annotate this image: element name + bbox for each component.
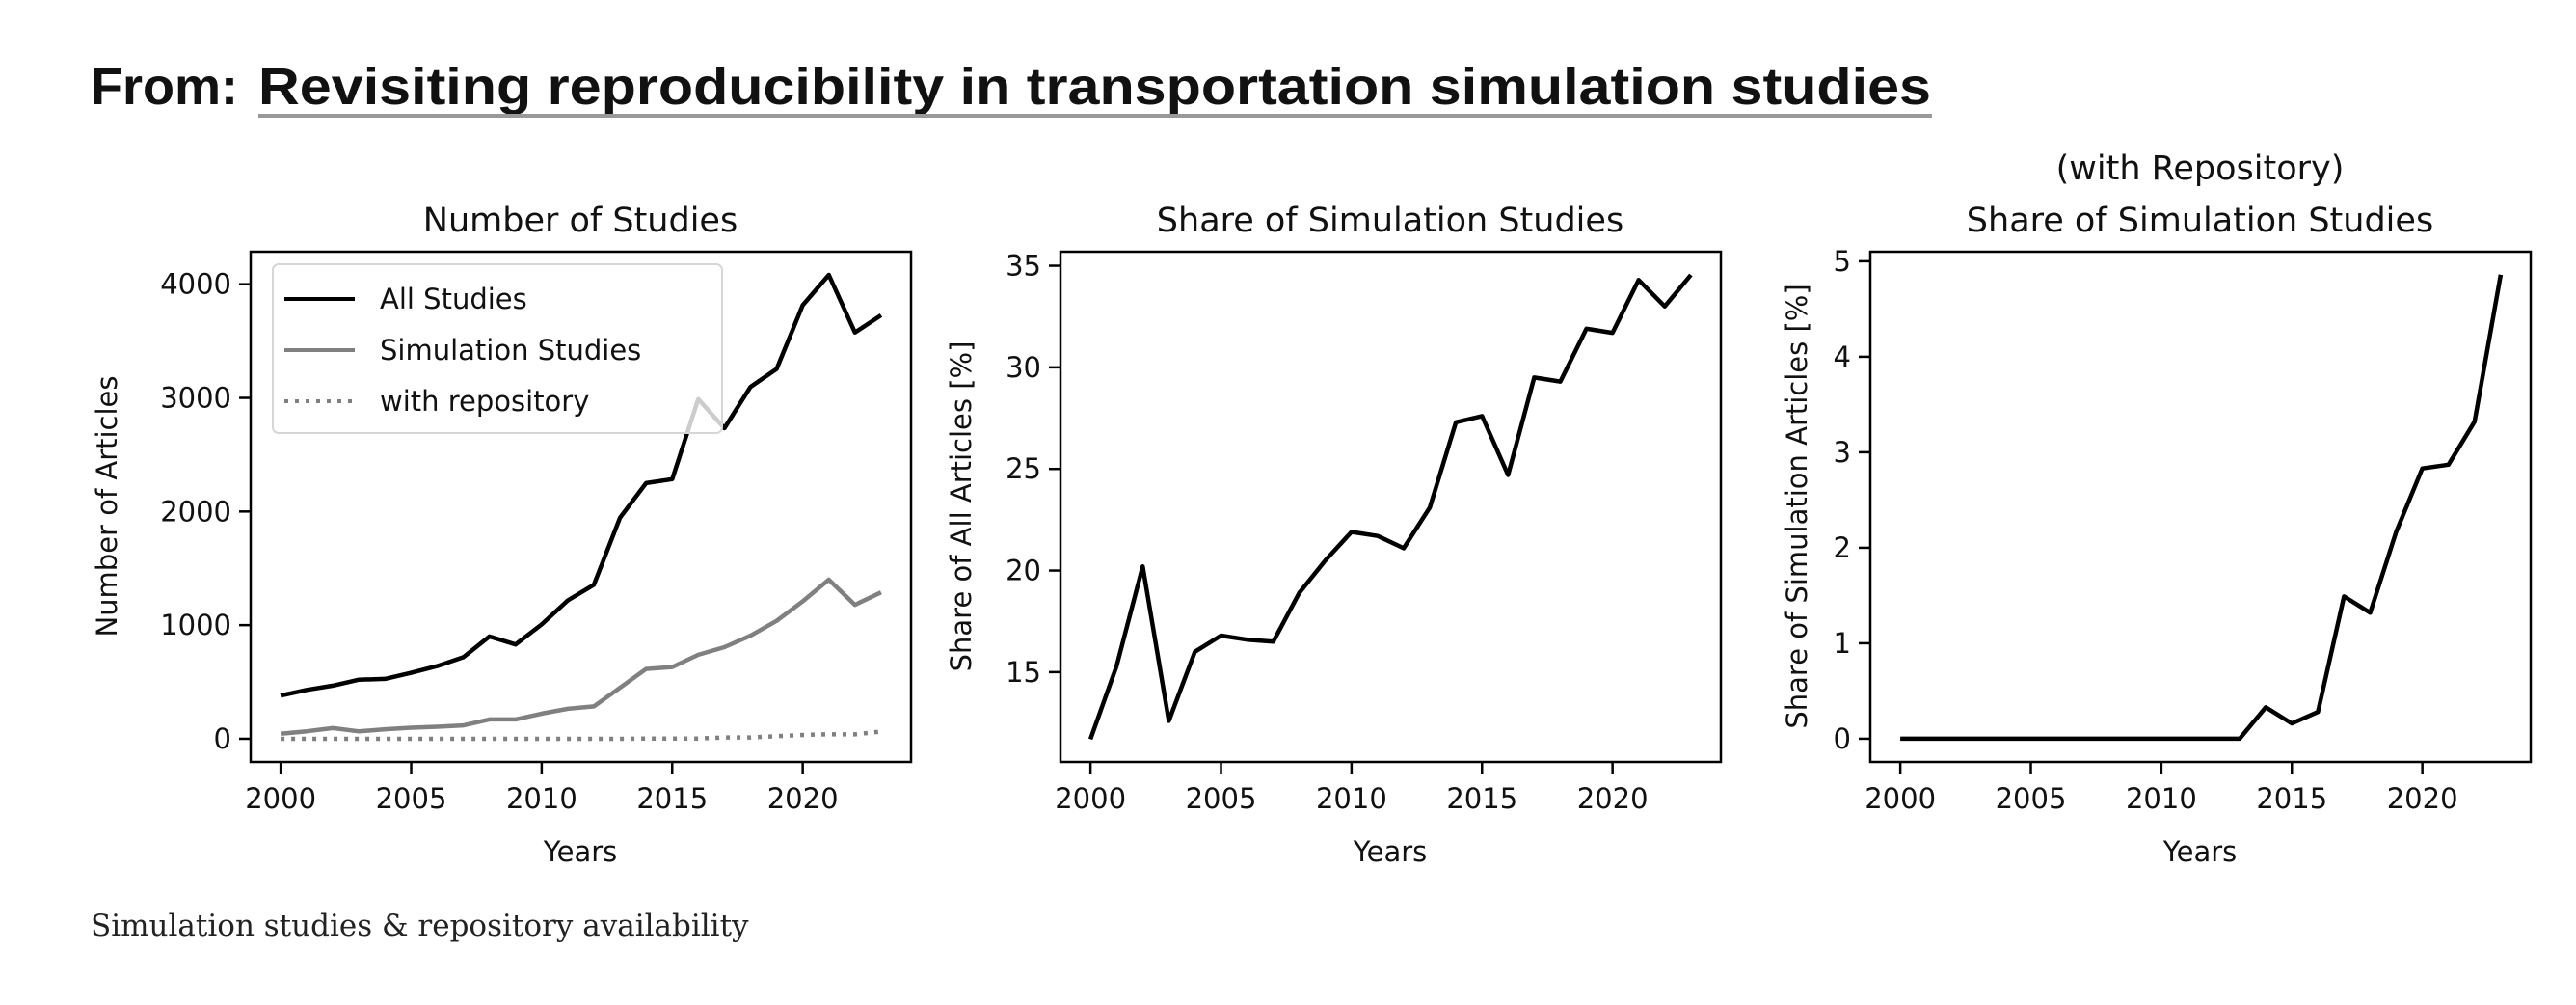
x-tick-label: 2020 bbox=[2387, 782, 2458, 815]
x-tick-label: 2005 bbox=[1996, 782, 2067, 815]
y-tick-label: 0 bbox=[1834, 722, 1851, 755]
panel-share-of-simulation-studies: Share of Simulation Studies Years Share … bbox=[945, 202, 1723, 868]
y-tick-label: 25 bbox=[1006, 452, 1041, 485]
y-tick-label: 2000 bbox=[160, 495, 231, 528]
x-tick-label: 2000 bbox=[245, 782, 316, 815]
x-tick-label: 2020 bbox=[1577, 782, 1649, 815]
ticks: 2000 2005 2010 2015 2020 0 1 2 3 4 5 bbox=[1834, 245, 2458, 815]
x-tick-label: 2010 bbox=[1316, 782, 1387, 815]
x-tick-label: 2015 bbox=[2256, 782, 2327, 815]
y-tick-label: 20 bbox=[1006, 555, 1041, 587]
chart-title: Number of Studies bbox=[423, 202, 738, 240]
series-line-with-repository bbox=[281, 729, 882, 742]
legend-box bbox=[272, 263, 723, 434]
x-axis-label: Years bbox=[2162, 835, 2238, 868]
legend-label: All Studies bbox=[380, 283, 527, 315]
series-lines bbox=[1087, 273, 1693, 741]
legend: All Studies Simulation Studies with repo… bbox=[272, 263, 723, 434]
y-tick-label: 30 bbox=[1006, 351, 1041, 384]
ticks: 2000 2005 2010 2015 2020 15 20 25 30 35 bbox=[1006, 250, 1648, 815]
y-tick-label: 5 bbox=[1834, 245, 1851, 278]
series-lines bbox=[1900, 274, 2504, 742]
x-axis-label: Years bbox=[543, 835, 618, 868]
axes-frame bbox=[1868, 250, 2533, 764]
x-tick-label: 2015 bbox=[1446, 782, 1517, 815]
y-tick-label: 4 bbox=[1834, 340, 1851, 373]
x-tick-label: 2020 bbox=[767, 782, 839, 815]
y-tick-label: 15 bbox=[1006, 656, 1041, 689]
series-line-series-0 bbox=[1087, 273, 1693, 741]
y-tick-label: 35 bbox=[1006, 250, 1041, 283]
ticks: 2000 2005 2010 2015 2020 0 1000 2000 3000 4000 bbox=[160, 268, 838, 815]
y-axis-label: Share of All Articles [%] bbox=[945, 341, 978, 672]
x-tick-label: 2015 bbox=[636, 782, 708, 815]
x-tick-label: 2000 bbox=[1865, 782, 1936, 815]
axes-frame bbox=[1059, 250, 1723, 764]
y-tick-label: 3 bbox=[1834, 436, 1851, 469]
x-tick-label: 2005 bbox=[1186, 782, 1257, 815]
legend-label: with repository bbox=[380, 385, 589, 418]
y-tick-label: 1 bbox=[1834, 627, 1851, 660]
series-lines bbox=[280, 272, 883, 742]
panel-number-of-studies: Number of Studies Years Number of Articl… bbox=[91, 202, 913, 868]
panel-share-with-repository: (with Repository) Share of Simulation St… bbox=[1781, 149, 2533, 868]
x-tick-label: 2010 bbox=[506, 782, 577, 815]
chart-title: Share of Simulation Studies bbox=[1157, 202, 1623, 240]
x-tick-label: 2000 bbox=[1055, 782, 1126, 815]
legend-label: Simulation Studies bbox=[380, 334, 641, 367]
y-tick-label: 3000 bbox=[160, 382, 231, 415]
series-line-all-studies bbox=[280, 272, 883, 698]
y-tick-label: 0 bbox=[214, 722, 231, 755]
x-tick-label: 2010 bbox=[2126, 782, 2197, 815]
header-prefix: From: bbox=[91, 58, 238, 116]
chart-title: Share of Simulation Studies bbox=[1967, 202, 2433, 240]
y-tick-label: 2 bbox=[1834, 531, 1851, 564]
y-axis-label: Share of Simulation Articles [%] bbox=[1781, 284, 1813, 728]
series-line-series-0 bbox=[1900, 274, 2504, 742]
article-title-link[interactable]: Revisiting reproducibility in transporta… bbox=[258, 58, 1931, 116]
chart-title-line1: (with Repository) bbox=[2056, 149, 2345, 188]
axes-frame bbox=[249, 250, 913, 764]
x-tick-label: 2005 bbox=[376, 782, 447, 815]
y-tick-label: 1000 bbox=[160, 609, 231, 641]
figure-caption: Simulation studies & repository availabi… bbox=[91, 909, 749, 943]
x-axis-label: Years bbox=[1353, 835, 1428, 868]
header: From: Revisiting reproducibility in tran… bbox=[91, 58, 1932, 118]
series-line-simulation-studies bbox=[280, 577, 882, 737]
y-axis-label: Number of Articles bbox=[91, 375, 123, 637]
y-tick-label: 4000 bbox=[160, 268, 231, 301]
